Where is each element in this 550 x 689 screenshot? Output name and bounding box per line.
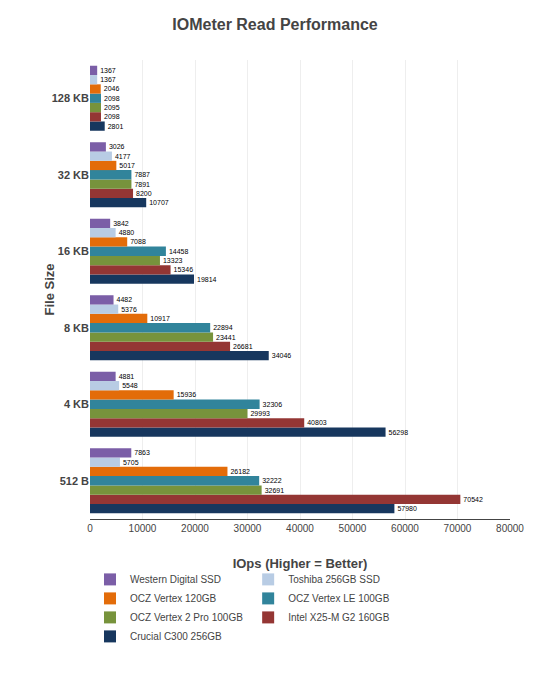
svg-text:80000: 80000 (496, 523, 524, 534)
svg-text:10917: 10917 (150, 315, 170, 322)
svg-text:1367: 1367 (100, 76, 116, 83)
svg-text:34046: 34046 (272, 352, 292, 359)
svg-text:70542: 70542 (463, 496, 483, 503)
svg-text:8200: 8200 (136, 190, 152, 197)
svg-text:8 KB: 8 KB (64, 322, 89, 334)
svg-text:IOMeter Read Performance: IOMeter Read Performance (172, 16, 378, 33)
svg-text:15936: 15936 (177, 391, 197, 398)
svg-text:4880: 4880 (119, 229, 135, 236)
svg-text:IOps (Higher = Better): IOps (Higher = Better) (233, 556, 368, 571)
svg-text:2098: 2098 (104, 113, 120, 120)
svg-text:5376: 5376 (121, 306, 137, 313)
svg-text:1367: 1367 (100, 67, 116, 74)
svg-text:4881: 4881 (119, 373, 135, 380)
svg-text:2098: 2098 (104, 95, 120, 102)
svg-text:32 KB: 32 KB (58, 169, 89, 181)
svg-text:15346: 15346 (174, 266, 194, 273)
svg-text:0: 0 (87, 523, 93, 534)
svg-text:Western Digital SSD: Western Digital SSD (130, 574, 221, 585)
svg-text:2046: 2046 (104, 85, 120, 92)
svg-text:7863: 7863 (134, 449, 150, 456)
svg-text:128 KB: 128 KB (52, 92, 89, 104)
svg-text:5548: 5548 (122, 382, 138, 389)
svg-text:7887: 7887 (134, 171, 150, 178)
svg-text:4482: 4482 (117, 296, 133, 303)
svg-text:57980: 57980 (397, 505, 417, 512)
svg-text:60000: 60000 (391, 523, 419, 534)
svg-text:4177: 4177 (115, 153, 131, 160)
svg-text:Intel X25-M G2 160GB: Intel X25-M G2 160GB (288, 612, 389, 623)
svg-text:70000: 70000 (444, 523, 472, 534)
svg-text:OCZ Vertex LE 100GB: OCZ Vertex LE 100GB (288, 593, 389, 604)
svg-text:40803: 40803 (307, 419, 327, 426)
svg-text:3842: 3842 (113, 220, 129, 227)
svg-text:7891: 7891 (134, 181, 150, 188)
svg-text:19814: 19814 (197, 276, 217, 283)
svg-text:20000: 20000 (181, 523, 209, 534)
svg-text:14458: 14458 (169, 248, 189, 255)
svg-text:30000: 30000 (234, 523, 262, 534)
svg-text:10707: 10707 (149, 199, 169, 206)
svg-text:40000: 40000 (286, 523, 314, 534)
svg-text:56298: 56298 (389, 429, 409, 436)
svg-text:5017: 5017 (119, 162, 135, 169)
svg-text:26681: 26681 (233, 343, 253, 350)
svg-text:32222: 32222 (262, 477, 282, 484)
svg-text:10000: 10000 (129, 523, 157, 534)
svg-text:50000: 50000 (339, 523, 367, 534)
svg-text:22894: 22894 (213, 324, 233, 331)
svg-text:3026: 3026 (109, 143, 125, 150)
svg-text:4 KB: 4 KB (64, 398, 89, 410)
svg-text:OCZ Vertex 2 Pro 100GB: OCZ Vertex 2 Pro 100GB (130, 612, 243, 623)
svg-text:32691: 32691 (265, 487, 285, 494)
svg-text:13323: 13323 (163, 257, 183, 264)
svg-text:16 KB: 16 KB (58, 245, 89, 257)
svg-text:OCZ Vertex 120GB: OCZ Vertex 120GB (130, 593, 216, 604)
svg-text:2801: 2801 (108, 123, 124, 130)
svg-text:26182: 26182 (230, 468, 250, 475)
svg-text:512 B: 512 B (60, 475, 89, 487)
svg-text:5705: 5705 (123, 459, 139, 466)
svg-text:7088: 7088 (130, 238, 146, 245)
svg-text:29993: 29993 (250, 410, 270, 417)
svg-text:23441: 23441 (216, 334, 236, 341)
svg-text:2095: 2095 (104, 104, 120, 111)
svg-text:Toshiba 256GB SSD: Toshiba 256GB SSD (288, 574, 380, 585)
svg-text:32306: 32306 (263, 401, 283, 408)
svg-text:Crucial C300 256GB: Crucial C300 256GB (130, 631, 222, 642)
svg-text:File Size: File Size (42, 263, 57, 315)
